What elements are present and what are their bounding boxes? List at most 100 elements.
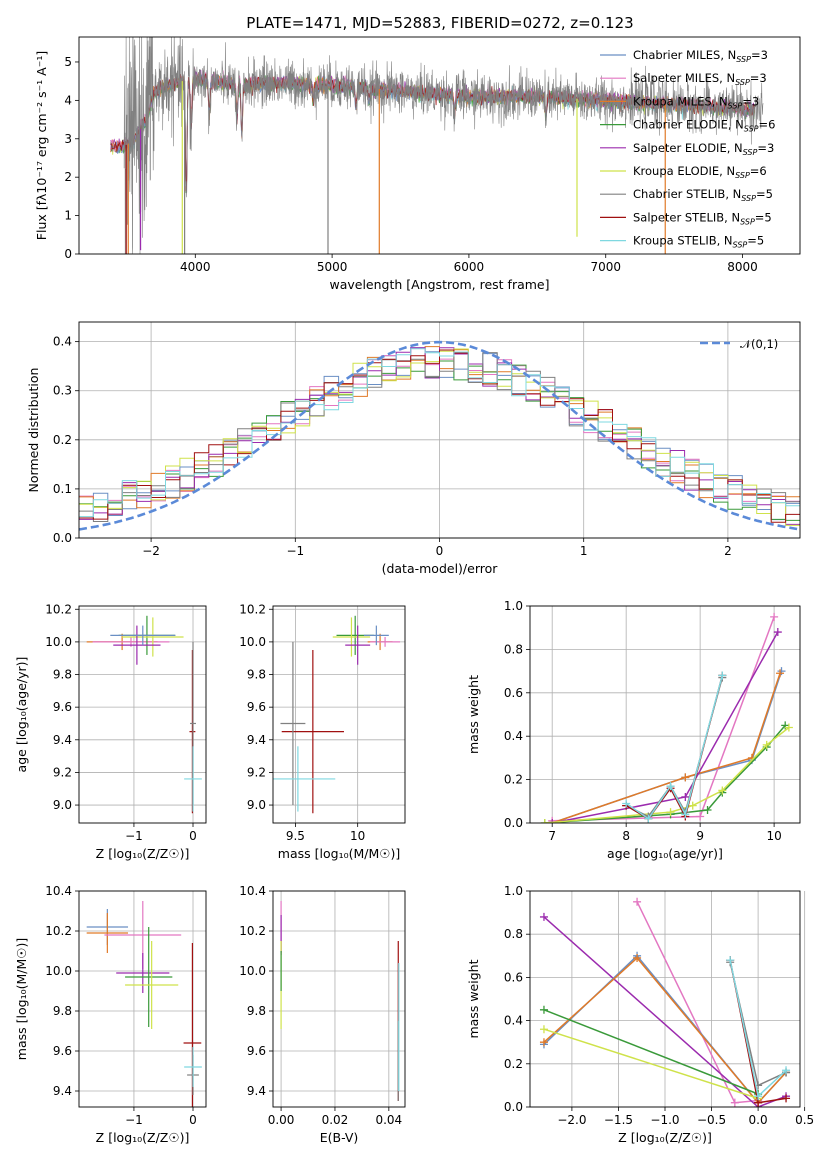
mass_vs_Z-ytick-label: 9.8	[53, 1004, 72, 1018]
weight_vs_Z-ytick-label: 0.4	[504, 1014, 523, 1028]
weight-marker-salpeter_stelib	[782, 1094, 791, 1103]
legend-label-kroupa_elodie: Kroupa ELODIE, NSSP=6	[633, 164, 767, 180]
weight-marker-kroupa_elodie	[666, 808, 675, 817]
weight-marker-salpeter_miles	[696, 812, 705, 821]
figure-title: PLATE=1471, MJD=52883, FIBERID=0272, z=0…	[246, 14, 633, 32]
mass_vs_Z-ytick-label: 10.0	[45, 964, 72, 978]
observed-spectrum	[123, 37, 764, 254]
weight_vs_age-ytick-label: 0.0	[504, 816, 523, 830]
weight-marker-kroupa_miles	[633, 953, 642, 962]
mass_vs_EBV-ytick-label: 10.2	[239, 924, 266, 938]
residuals-xtick-label: 0	[436, 544, 444, 558]
weight-marker-kroupa_elodie	[784, 723, 793, 732]
residuals-ytick-label: 0.1	[53, 482, 72, 496]
weight-line-kroupa_miles	[551, 673, 781, 823]
legend-label-chabrier_stelib: Chabrier STELIB, NSSP=5	[633, 187, 773, 203]
age_vs_Z-ytick-label: 10.2	[45, 602, 72, 616]
spectrum-legend: Chabrier MILES, NSSP=3 Salpeter MILES, NS…	[600, 48, 775, 250]
mass_vs_EBV-ytick-label: 10.0	[239, 964, 266, 978]
spectrum-ytick-label: 3	[64, 132, 72, 146]
residuals-xtick-label: 2	[724, 544, 732, 558]
weight_vs_Z-xtick-label: −1.5	[604, 1113, 633, 1127]
weight-marker-kroupa_elodie	[688, 801, 697, 810]
mass_vs_EBV-xlabel: E(B-V)	[320, 1130, 359, 1145]
weight_vs_Z-panel: −2.0 −1.5 −1.0 −0.5 0.0 0.5 0.0 0.2 0.4 0.6 0.8 1.0…	[466, 884, 814, 1145]
weight_vs_Z-ytick-label: 1.0	[504, 884, 523, 898]
residuals-plot-area	[79, 340, 800, 531]
weight_vs_Z-ytick-label: 0.6	[504, 970, 523, 984]
age_vs_mass-xtick-label: 9.5	[286, 829, 305, 843]
weight_vs_age-ytick-label: 0.8	[504, 642, 523, 656]
spectrum-ytick-label: 4	[64, 93, 72, 107]
mass_vs_EBV-ytick-label: 9.6	[247, 1044, 266, 1058]
weight_vs_age-xtick-label: 7	[548, 829, 556, 843]
weight-marker-kroupa_elodie	[762, 740, 771, 749]
spectrum-ylabel: Flux [fλ10⁻¹⁷ erg cm⁻² s⁻¹ A⁻¹]	[34, 51, 49, 240]
spectrum-xtick-label: 5000	[317, 260, 348, 274]
age_vs_Z-ylabel: age [log₁₀(age/yr)]	[14, 657, 29, 773]
age_vs_mass-ytick-label: 9.6	[247, 700, 266, 714]
mass_vs_EBV-xtick-label: 0.00	[268, 1113, 295, 1127]
weight_vs_age-frame	[529, 605, 801, 824]
weight-marker-kroupa_stelib	[782, 1066, 791, 1075]
weight-line-chabrier_elodie	[544, 724, 786, 823]
age_vs_Z-ytick-label: 9.0	[53, 798, 72, 812]
mass_vs_Z-xtick-label: 0	[189, 1113, 197, 1127]
weight_vs_Z-ytick-label: 0.2	[504, 1057, 523, 1071]
spectrum-xtick-label: 7000	[590, 260, 621, 274]
age_vs_mass-xlabel: mass [log₁₀(M/M☉)]	[278, 846, 400, 861]
age_vs_mass-ytick-label: 9.8	[247, 668, 266, 682]
age_vs_Z-plot-area	[86, 615, 202, 814]
residuals-ytick-label: 0.3	[53, 384, 72, 398]
weight_vs_age-ytick-label: 1.0	[504, 599, 523, 613]
legend-label-chabrier_miles: Chabrier MILES, NSSP=3	[633, 48, 768, 64]
mass_vs_Z-xtick-label: −1	[125, 1113, 143, 1127]
weight_vs_age-xtick-label: 9	[696, 829, 704, 843]
mass_vs_Z-xlabel: Z [log₁₀(Z/Z☉)]	[96, 1130, 190, 1145]
weight_vs_Z-xtick-label: 0.0	[749, 1113, 768, 1127]
weight-marker-kroupa_stelib	[718, 671, 727, 680]
spectrum-frame	[78, 36, 801, 255]
residual-histogram-kroupa_stelib	[79, 348, 800, 518]
weight-marker-kroupa_miles	[776, 669, 785, 678]
age_vs_Z-ytick-label: 9.4	[53, 733, 72, 747]
age_vs_Z-xtick-label: 0	[189, 829, 197, 843]
age_vs_mass-ytick-label: 9.2	[247, 765, 266, 779]
age_vs_mass-ytick-label: 10.0	[239, 635, 266, 649]
residuals-ytick-label: 0.4	[53, 335, 72, 349]
weight_vs_Z-ytick-label: 0.8	[504, 927, 523, 941]
weight-line-kroupa_elodie	[543, 1028, 759, 1100]
weight-marker-kroupa_miles	[681, 773, 690, 782]
weight_vs_age-ylabel: mass weight	[466, 675, 481, 754]
age_vs_Z-xlabel: Z [log₁₀(Z/Z☉)]	[96, 846, 190, 861]
weight_vs_age-ytick-label: 0.4	[504, 729, 523, 743]
residuals-xtick-label: 1	[580, 544, 588, 558]
weight-line-kroupa_elodie	[544, 726, 790, 823]
spectrum-ytick-label: 1	[64, 209, 72, 223]
weight-line-kroupa_miles	[543, 956, 787, 1104]
spectrum-xtick-label: 6000	[454, 260, 485, 274]
age_vs_Z-ytick-label: 10.0	[45, 635, 72, 649]
weight-marker-kroupa_stelib	[681, 810, 690, 819]
residuals-xtick-label: −1	[286, 544, 304, 558]
residual-histogram-chabrier_stelib	[79, 352, 800, 522]
age_vs_mass-plot-area	[273, 615, 401, 814]
weight_vs_Z-plot-area	[539, 897, 791, 1107]
weight_vs_age-xlabel: age [log₁₀(age/yr)]	[607, 846, 723, 861]
legend-label-chabrier_elodie: Chabrier ELODIE, NSSP=6	[633, 118, 775, 134]
age_vs_mass-panel: 9.5 10 9.0 9.2 9.4 9.6 9.8 10.0 10.2 mass [log₁₀(…	[239, 602, 406, 861]
legend-label-salpeter_elodie: Salpeter ELODIE, NSSP=3	[633, 141, 774, 157]
residuals-ytick-label: 0.2	[53, 433, 72, 447]
residuals-panel: −2 −1 0 1 2 0.0 0.1 0.2 0.3 0.4 (data-model)/error…	[26, 321, 801, 576]
age_vs_Z-xtick-label: −1	[125, 829, 143, 843]
mass_vs_Z-ytick-label: 9.6	[53, 1044, 72, 1058]
weight_vs_age-ytick-label: 0.6	[504, 686, 523, 700]
weight-marker-kroupa_stelib	[726, 956, 735, 965]
weight-marker-kroupa_stelib	[644, 814, 653, 823]
weight-marker-salpeter_elodie	[548, 819, 557, 823]
mass_vs_Z-ytick-label: 10.2	[45, 924, 72, 938]
residuals-ylabel: Normed distribution	[26, 368, 41, 493]
mass_vs_EBV-xtick-label: 0.02	[322, 1113, 349, 1127]
mass_vs_Z-plot-area	[86, 901, 202, 1107]
